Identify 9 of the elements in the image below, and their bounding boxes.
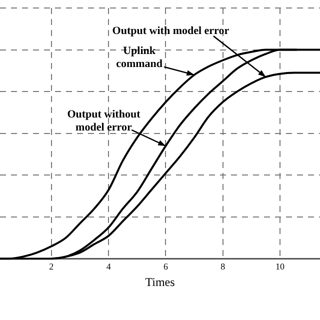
- x-tick-label: 4: [106, 262, 112, 272]
- annotation: Output without model error: [67, 108, 141, 134]
- annotation: Uplink command: [116, 45, 163, 70]
- x-tick-label: 8: [220, 262, 226, 272]
- x-tick-label: 10: [276, 262, 285, 272]
- x-tick-label: 6: [163, 262, 168, 272]
- x-axis-title: Times: [145, 274, 176, 289]
- annotation: Output with model error: [112, 24, 230, 37]
- x-tick-label: 2: [49, 262, 54, 272]
